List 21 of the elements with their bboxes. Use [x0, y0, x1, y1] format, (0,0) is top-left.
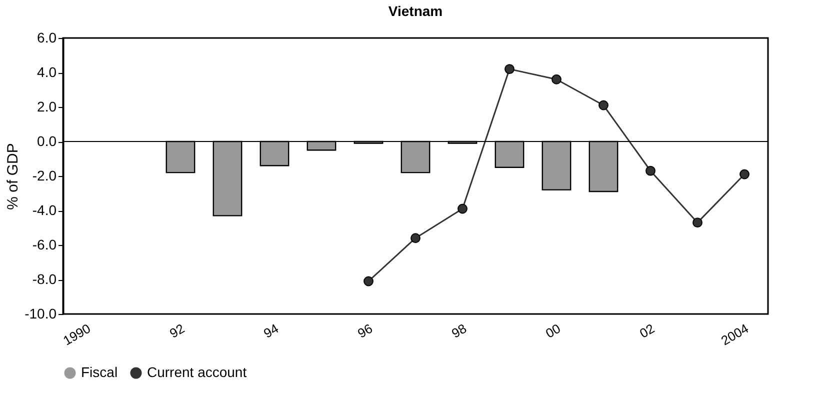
legend-label: Current account: [147, 364, 247, 380]
y-tick-label: 2.0: [37, 98, 57, 114]
y-tick-label: 0.0: [37, 133, 57, 149]
x-tick-label: 1990: [60, 320, 93, 348]
x-tick-label: 96: [354, 320, 375, 341]
y-axis-title: % of GDP: [4, 143, 22, 210]
y-tick-label: -4.0: [32, 202, 57, 218]
y-tick-label: 6.0: [37, 30, 57, 46]
y-tick-label: 4.0: [37, 64, 57, 80]
legend-label: Fiscal: [81, 364, 118, 380]
y-tick-label: -6.0: [32, 236, 57, 252]
x-tick-label: 00: [542, 320, 563, 341]
y-tick-label: -2.0: [32, 168, 57, 184]
x-tick-label: 92: [166, 320, 187, 341]
x-tick-label: 2004: [718, 320, 751, 348]
y-tick-label: -10.0: [24, 306, 57, 322]
x-tick-label: 02: [636, 320, 657, 341]
y-tick-label: -8.0: [32, 271, 57, 287]
x-tick-label: 94: [260, 320, 281, 341]
chart-title: Vietnam: [388, 3, 443, 19]
x-tick-label: 98: [448, 320, 469, 341]
